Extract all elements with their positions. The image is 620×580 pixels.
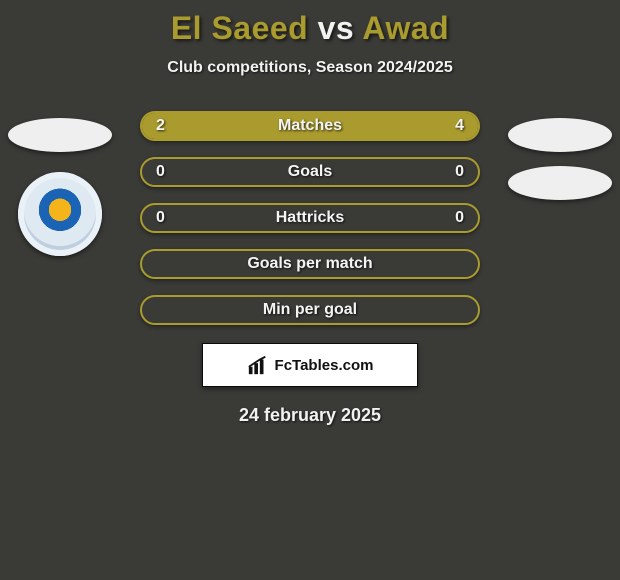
left-column — [0, 118, 120, 256]
stat-right-value: 4 — [441, 113, 478, 139]
page-title: El Saeed vs Awad — [0, 0, 620, 47]
brand-text: FcTables.com — [275, 357, 374, 374]
title-player1: El Saeed — [171, 10, 308, 46]
player-photo-placeholder — [508, 118, 612, 152]
stat-left-value: 2 — [142, 113, 179, 139]
date-text: 24 february 2025 — [0, 405, 620, 426]
player-photo-placeholder — [8, 118, 112, 152]
stat-label: Hattricks — [142, 205, 478, 231]
title-player2: Awad — [362, 10, 449, 46]
stat-right-value: 0 — [441, 205, 478, 231]
club-badge — [18, 172, 102, 256]
title-vs: vs — [318, 10, 355, 46]
stat-left-value: 0 — [142, 205, 179, 231]
stat-row: Matches2 4 — [140, 111, 480, 141]
brand-card: FcTables.com — [202, 343, 418, 387]
content-root: El Saeed vs Awad Club competitions, Seas… — [0, 0, 620, 426]
stat-left-value: 0 — [142, 159, 179, 185]
player-photo-placeholder — [508, 166, 612, 200]
bars-icon — [247, 354, 269, 376]
stat-row: Hattricks0 0 — [140, 203, 480, 233]
stat-row: Min per goal — [140, 295, 480, 325]
stat-label: Matches — [142, 113, 478, 139]
stat-row: Goals per match — [140, 249, 480, 279]
stat-label: Goals per match — [142, 251, 478, 277]
stat-label: Goals — [142, 159, 478, 185]
stat-row: Goals0 0 — [140, 157, 480, 187]
stat-right-value: 0 — [441, 159, 478, 185]
stat-label: Min per goal — [142, 297, 478, 323]
right-column — [500, 118, 620, 200]
subtitle: Club competitions, Season 2024/2025 — [0, 59, 620, 77]
